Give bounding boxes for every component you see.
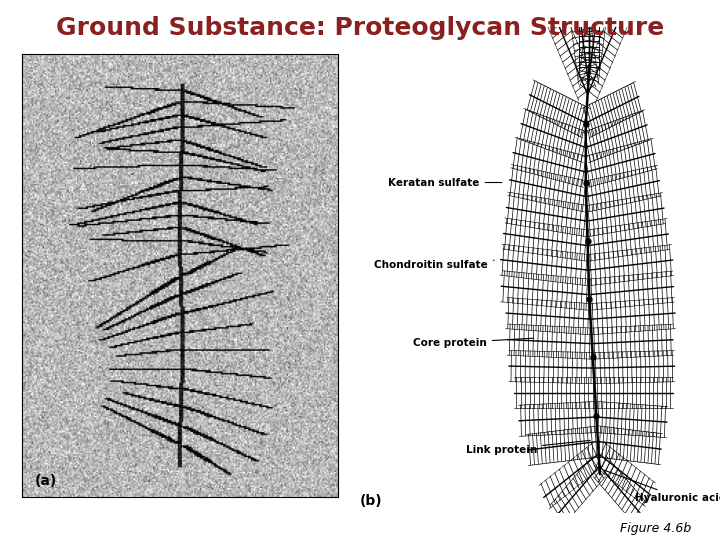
Text: Figure 4.6b: Figure 4.6b xyxy=(620,522,691,535)
Text: Core protein: Core protein xyxy=(413,338,534,348)
Text: Chondroitin sulfate: Chondroitin sulfate xyxy=(374,260,494,270)
Text: Ground Substance: Proteoglycan Structure: Ground Substance: Proteoglycan Structure xyxy=(56,16,664,40)
Text: (a): (a) xyxy=(35,474,57,488)
Text: Keratan sulfate: Keratan sulfate xyxy=(388,178,502,187)
Text: Link protein: Link protein xyxy=(466,441,590,455)
Text: Hyaluronic acid: Hyaluronic acid xyxy=(604,470,720,503)
Text: (b): (b) xyxy=(360,494,382,508)
